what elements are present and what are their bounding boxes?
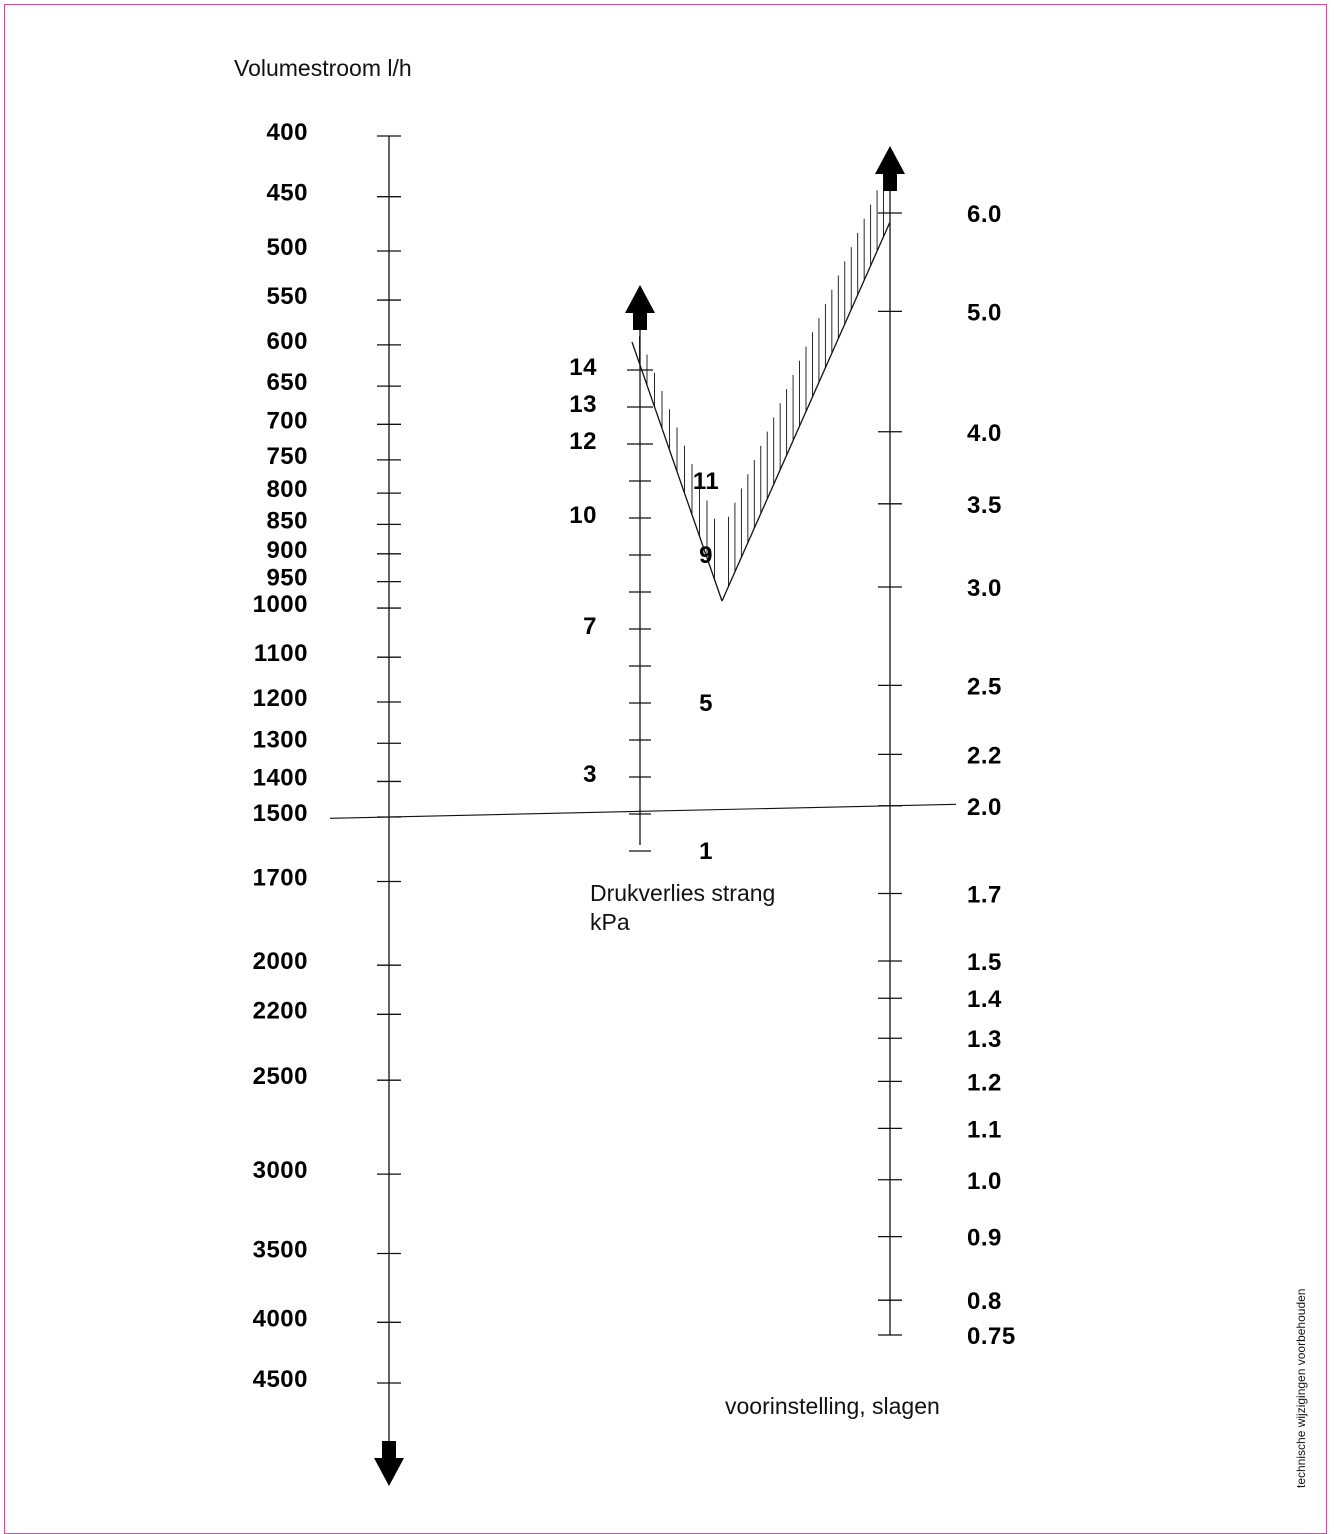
volumestroom-tick-label: 450 — [266, 180, 308, 207]
voorinstelling-tick-label: 1.4 — [967, 986, 1002, 1013]
drukverlies-axis-title: Drukverlies strang — [590, 880, 775, 906]
drukverlies-tick-label: 7 — [583, 613, 597, 640]
volumestroom-tick-label: 500 — [266, 234, 308, 261]
drukverlies-up-arrow — [625, 285, 655, 330]
voorinstelling-axis: 6.0 5.0 4.0 3.5 3.0 2.5 2.2 2.0 1.7 1.5 1.4 1.3 1.2 1… — [875, 146, 1016, 1350]
volumestroom-tick-label: 1000 — [253, 591, 308, 618]
voorinstelling-tick-label: 1.5 — [967, 949, 1002, 976]
drukverlies-tick-label: 10 — [569, 502, 597, 529]
volumestroom-tick-label: 750 — [266, 443, 308, 470]
voorinstelling-axis-title: voorinstelling, slagen — [725, 1393, 940, 1419]
volumestroom-tick-label: 1200 — [253, 685, 308, 712]
volumestroom-tick-label: 550 — [266, 283, 308, 310]
volumestroom-axis: 400 450 500 550 600 650 700 750 800 850 9009501000… — [253, 119, 404, 1486]
volumestroom-tick-label: 4500 — [253, 1366, 308, 1393]
drukverlies-tick-label: 5 — [699, 690, 713, 717]
voorinstelling-up-arrow — [875, 146, 905, 191]
drukverlies-axis: 141312107311951 — [569, 285, 719, 865]
voorinstelling-tick-label: 1.0 — [967, 1168, 1002, 1195]
volumestroom-tick-label: 850 — [266, 507, 308, 534]
example-reading-line — [329, 803, 957, 819]
voorinstelling-tick-label: 1.2 — [967, 1069, 1002, 1096]
drukverlies-axis-unit: kPa — [590, 909, 630, 935]
volumestroom-tick-label: 2200 — [253, 997, 308, 1024]
volumestroom-tick-label: 3500 — [253, 1237, 308, 1264]
volumestroom-tick-label: 800 — [266, 476, 308, 503]
voorinstelling-tick-label: 2.2 — [967, 742, 1002, 769]
volumestroom-tick-label: 400 — [266, 119, 308, 146]
voorinstelling-tick-label: 2.5 — [967, 673, 1002, 700]
nomogram-lines — [329, 176, 957, 819]
voorinstelling-tick-label: 2.0 — [967, 794, 1002, 821]
voorinstelling-tick-label: 3.5 — [967, 492, 1002, 519]
volumestroom-down-arrow — [374, 1441, 404, 1486]
voorinstelling-tick-label: 1.1 — [967, 1116, 1002, 1143]
volumestroom-tick-label: 4000 — [253, 1305, 308, 1332]
volumestroom-tick-label: 1100 — [254, 640, 308, 667]
volumestroom-tick-label: 1400 — [253, 764, 308, 791]
volumestroom-tick-label: 1300 — [253, 726, 308, 753]
volumestroom-axis-title: Volumestroom l/h — [234, 55, 412, 81]
voorinstelling-tick-label: 6.0 — [967, 201, 1002, 228]
volumestroom-tick-label: 700 — [266, 407, 308, 434]
voorinstelling-tick-label: 1.3 — [967, 1026, 1002, 1053]
volumestroom-tick-label: 3000 — [253, 1157, 308, 1184]
voorinstelling-tick-label: 0.8 — [967, 1288, 1002, 1315]
voorinstelling-tick-label: 1.7 — [967, 881, 1002, 908]
side-note: technische wijzigingen voorbehouden — [1294, 1289, 1308, 1488]
volumestroom-tick-label: 2500 — [253, 1063, 308, 1090]
voorinstelling-tick-label: 4.0 — [967, 420, 1002, 447]
volumestroom-tick-label: 600 — [266, 328, 308, 355]
volumestroom-tick-label: 1500 — [253, 800, 308, 827]
volumestroom-tick-label: 950 — [266, 565, 308, 592]
voorinstelling-tick-label: 0.9 — [967, 1225, 1002, 1252]
voorinstelling-tick-label: 5.0 — [967, 299, 1002, 326]
volumestroom-tick-label: 650 — [266, 369, 308, 396]
drukverlies-tick-label: 3 — [583, 761, 597, 788]
drukverlies-tick-label: 1 — [699, 838, 713, 865]
volumestroom-tick-label: 900 — [266, 537, 308, 564]
drukverlies-tick-label: 12 — [569, 428, 597, 455]
drukverlies-tick-label: 14 — [569, 354, 597, 381]
volumestroom-tick-label: 2000 — [253, 948, 308, 975]
volumestroom-tick-label: 1700 — [253, 864, 308, 891]
drukverlies-tick-label: 11 — [693, 468, 719, 495]
drukverlies-tick-label: 13 — [569, 391, 597, 418]
voorinstelling-tick-label: 0.75 — [967, 1323, 1016, 1350]
voorinstelling-tick-label: 3.0 — [967, 575, 1002, 602]
